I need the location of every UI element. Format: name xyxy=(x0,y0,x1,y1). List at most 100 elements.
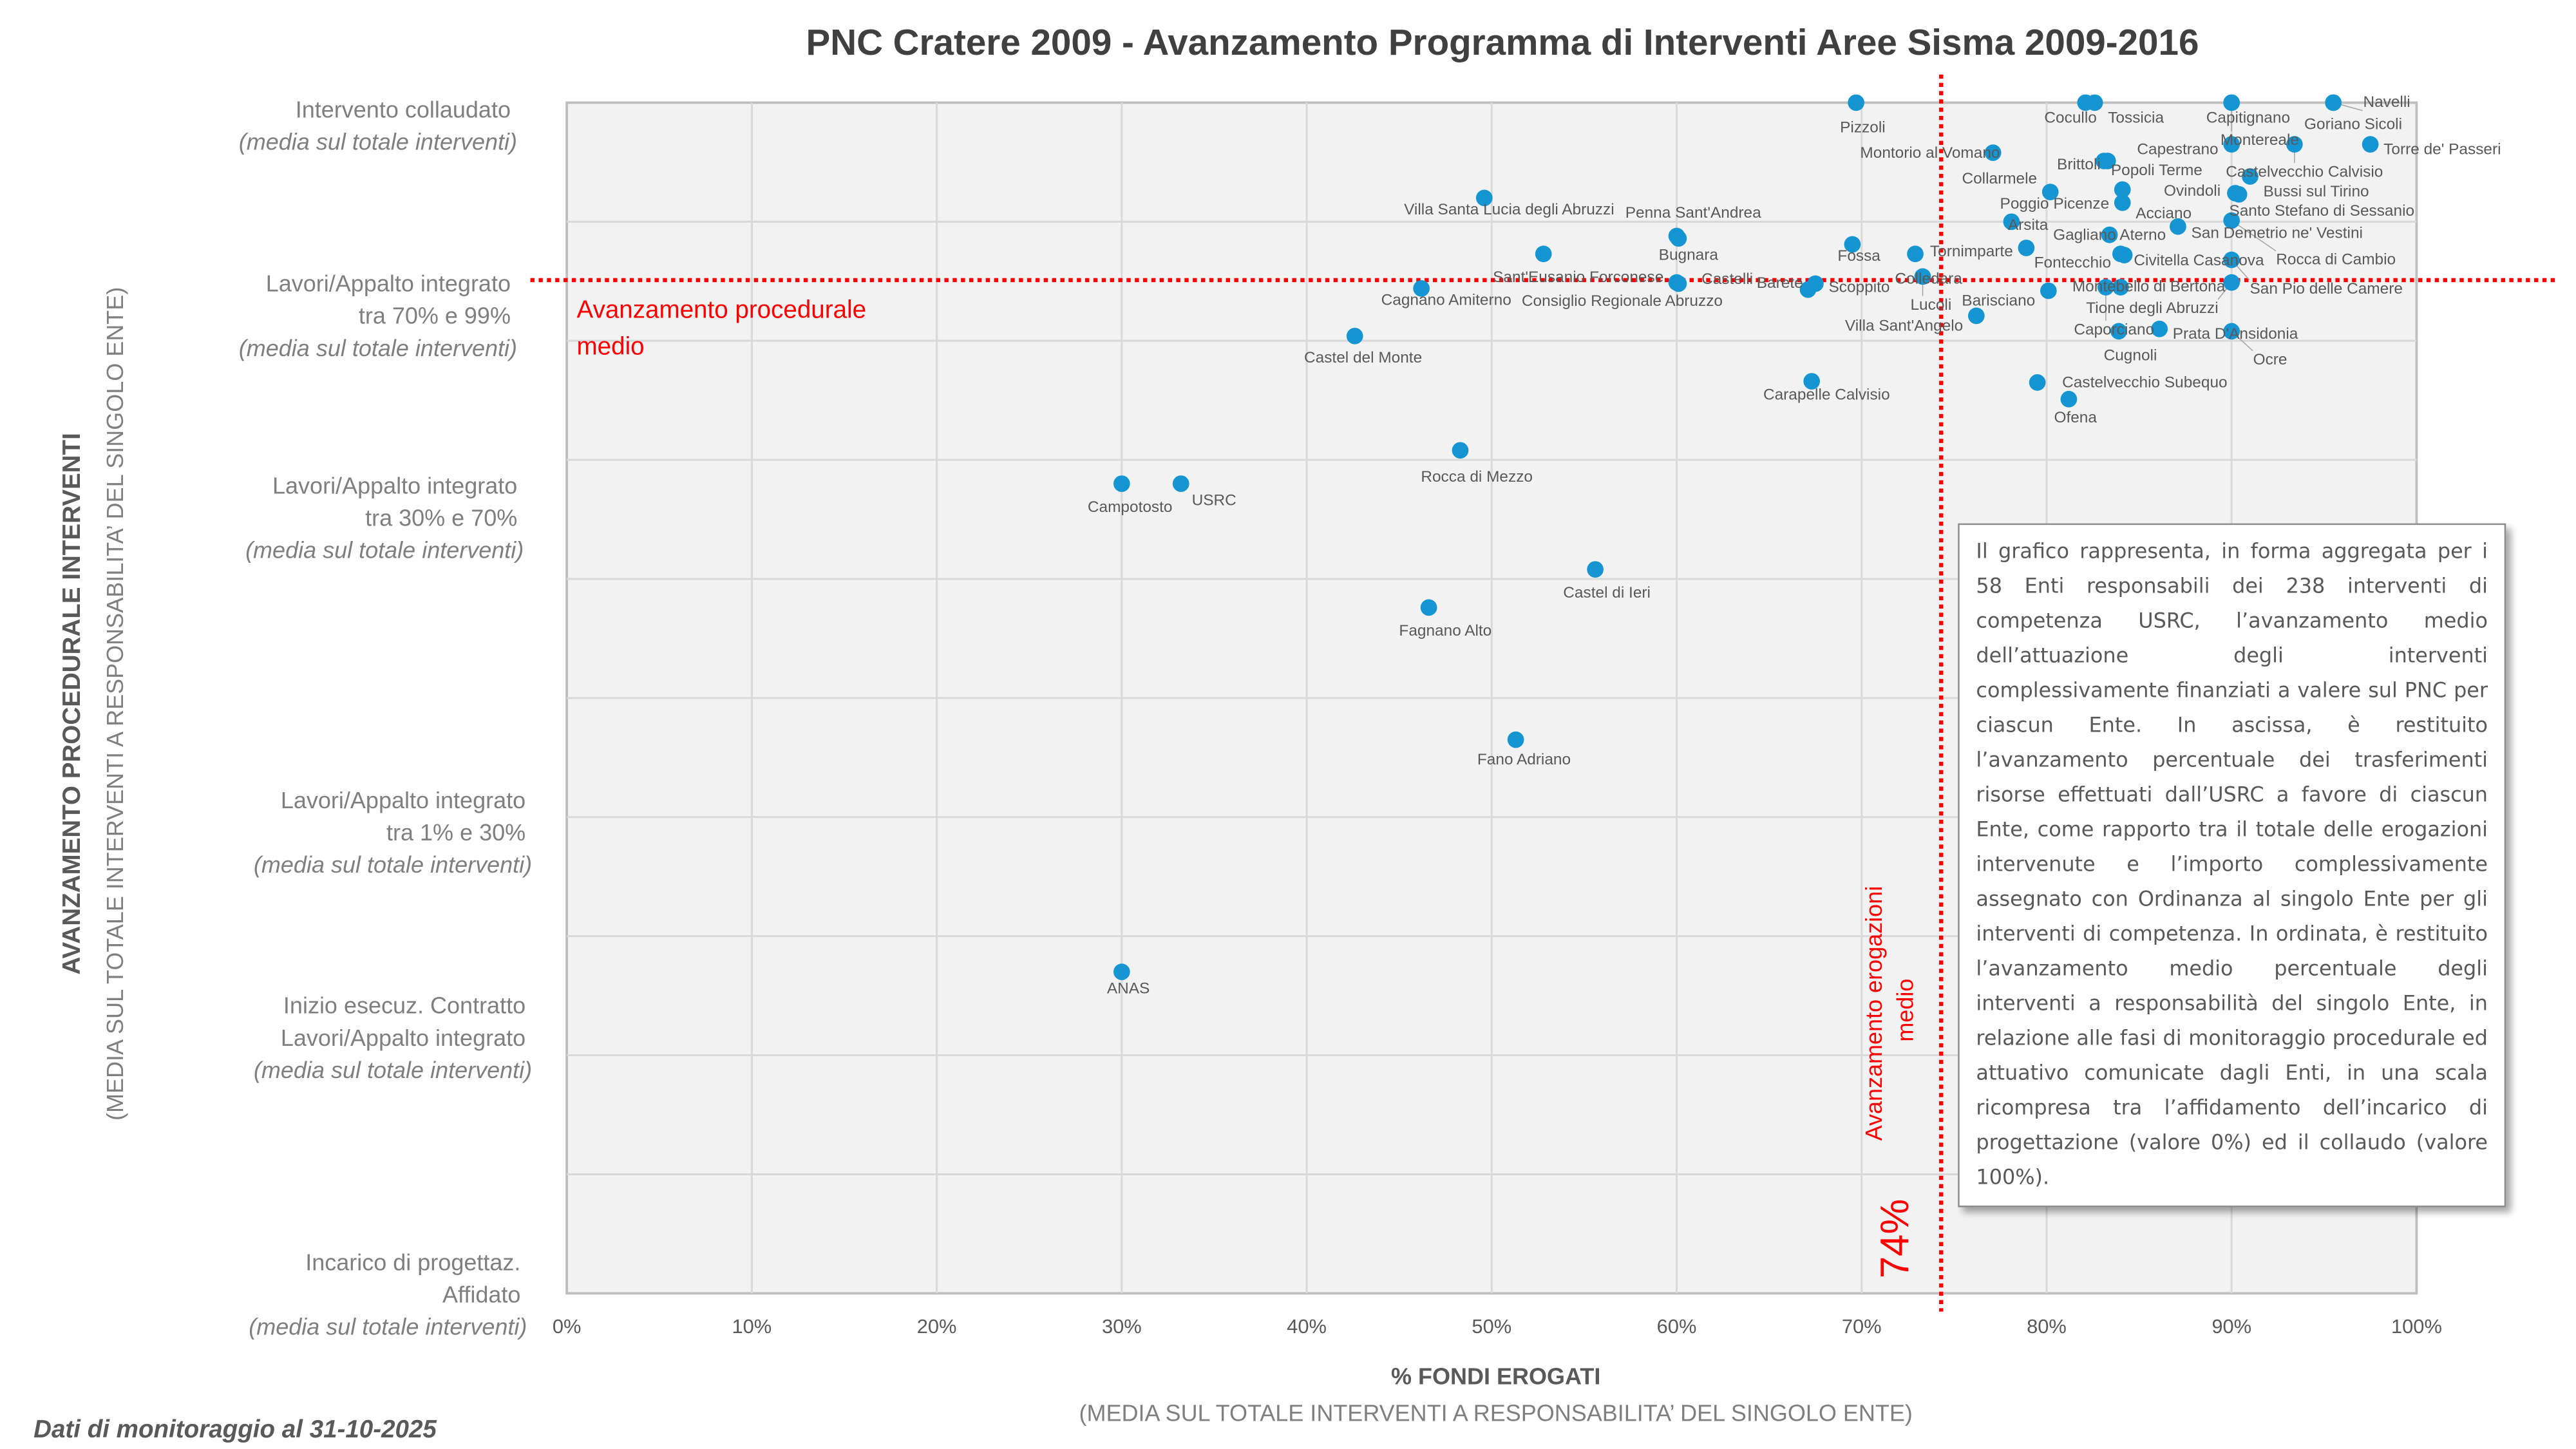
data-label: Consiglio Regionale Abruzzo xyxy=(1522,292,1723,310)
data-label: Villa Santa Lucia degli Abruzzi xyxy=(1404,201,1615,218)
data-point[interactable] xyxy=(2114,181,2131,198)
data-point[interactable] xyxy=(2018,240,2035,256)
data-label: Rocca di Cambio xyxy=(2276,251,2396,269)
y-label-1-30: Lavori/Appalto integrato tra 1% e 30% (m… xyxy=(254,787,532,878)
data-label: Ovindoli xyxy=(2164,182,2221,200)
data-label: Gagliano Aterno xyxy=(2053,226,2166,243)
data-label: Caporciano xyxy=(2074,321,2154,338)
y-label-collaudato: Intervento collaudato (media sul totale … xyxy=(239,97,517,155)
data-label: Ofena xyxy=(2054,409,2097,426)
data-point[interactable] xyxy=(1172,475,1189,492)
data-label: Villa Sant'Angelo xyxy=(1845,317,1963,335)
data-point[interactable] xyxy=(2170,218,2186,235)
data-label: Santo Stefano di Sessanio xyxy=(2229,202,2414,220)
data-point[interactable] xyxy=(2223,94,2240,111)
data-point[interactable] xyxy=(2151,320,2168,337)
data-label: Montereale xyxy=(2221,131,2299,149)
data-point[interactable] xyxy=(2362,136,2379,153)
data-label: Carapelle Calvisio xyxy=(1763,386,1890,403)
data-point[interactable] xyxy=(1844,236,1861,253)
data-point[interactable] xyxy=(1803,373,1821,390)
data-point[interactable] xyxy=(1507,731,1524,748)
data-point[interactable] xyxy=(1984,144,2002,161)
y-label-30-70: Lavori/Appalto integrato tra 30% e 70% (… xyxy=(245,472,524,563)
data-point[interactable] xyxy=(1452,442,1469,459)
data-label: Navelli xyxy=(2363,93,2410,111)
data-point[interactable] xyxy=(1587,561,1604,578)
data-label: Lucoli xyxy=(1910,296,1951,314)
data-point[interactable] xyxy=(2098,279,2114,296)
x-tick-labels: 0% 10% 20% 30% 40% 50% 60% 70% 80% 90% 100% xyxy=(553,1315,2442,1338)
data-point[interactable] xyxy=(2099,153,2116,169)
data-label: Rocca di Mezzo xyxy=(1421,468,1533,486)
data-point[interactable] xyxy=(1113,963,1130,980)
data-label: Popoli Terme xyxy=(2111,162,2202,179)
data-point[interactable] xyxy=(1807,275,1824,292)
y-label-inizio-esecuzione: Inizio esecuz. Contratto Lavori/Appalto … xyxy=(254,992,532,1083)
y-axis-subtitle: (MEDIA SUL TOTALE INTERVENTI A RESPONSAB… xyxy=(102,287,128,1121)
data-label: San Demetrio ne' Vestini xyxy=(2191,225,2363,242)
data-point[interactable] xyxy=(2114,194,2131,211)
data-point[interactable] xyxy=(2223,212,2240,229)
data-label: Campotosto xyxy=(1088,498,1173,516)
data-label: Fano Adriano xyxy=(1477,751,1571,768)
data-point[interactable] xyxy=(1848,94,1864,111)
data-point[interactable] xyxy=(1113,475,1130,492)
gridlines xyxy=(567,102,2417,1294)
data-point[interactable] xyxy=(1967,307,1985,325)
data-label: Acciano xyxy=(2136,205,2192,222)
data-point[interactable] xyxy=(1907,245,1924,263)
avg-disbursement-label: Avanzamento erogazioni medio xyxy=(1861,880,1918,1141)
data-points: Pizzoli Cocullo Tossicia Capitignano Montere… xyxy=(1088,93,2501,998)
data-point[interactable] xyxy=(1420,599,1437,616)
x-axis-subtitle: (MEDIA SUL TOTALE INTERVENTI A RESPONSAB… xyxy=(1079,1399,1913,1426)
point-markers xyxy=(1113,94,2379,980)
data-point[interactable] xyxy=(1670,230,1687,247)
x-tick-label: 40% xyxy=(1287,1315,1327,1338)
data-label: Castelvecchio Calvisio xyxy=(2226,163,2383,180)
data-label: Scoppito xyxy=(1829,278,1890,296)
data-point[interactable] xyxy=(2116,247,2133,263)
data-point[interactable] xyxy=(1346,327,1363,345)
data-point[interactable] xyxy=(1670,275,1687,292)
data-point[interactable] xyxy=(2112,279,2129,296)
data-point[interactable] xyxy=(1535,245,1552,263)
data-point[interactable] xyxy=(2086,94,2103,111)
chart-title: PNC Cratere 2009 - Avanzamento Programma… xyxy=(806,22,2199,62)
data-label: Barisciano xyxy=(1962,292,2035,310)
data-label: Goriano Sicoli xyxy=(2304,116,2402,133)
data-label: Cagnano Amiterno xyxy=(1381,292,1511,309)
data-label: Cugnoli xyxy=(2104,346,2157,364)
y-label-70-99: Lavori/Appalto integrato tra 70% e 99% (… xyxy=(239,270,517,361)
y-axis-title: AVANZAMENTO PROCEDURALE INTERVENTI xyxy=(58,433,86,974)
data-point[interactable] xyxy=(1413,279,1430,297)
data-point[interactable] xyxy=(2003,213,2020,231)
x-tick-label: 90% xyxy=(2211,1315,2251,1338)
data-label: Fossa xyxy=(1837,247,1880,265)
data-point[interactable] xyxy=(2223,274,2240,291)
y-label-incarico: Incarico di progettaz. Affidato (media s… xyxy=(249,1249,527,1340)
x-tick-label: 0% xyxy=(553,1315,582,1338)
data-point[interactable] xyxy=(2101,226,2118,243)
data-label: Colledara xyxy=(1895,270,1962,288)
data-point[interactable] xyxy=(2286,136,2303,153)
data-label: ANAS xyxy=(1107,980,1150,998)
data-point[interactable] xyxy=(2040,282,2057,299)
data-point[interactable] xyxy=(2223,136,2240,153)
data-point[interactable] xyxy=(1914,268,1931,285)
data-point[interactable] xyxy=(2242,168,2259,185)
data-label: Ocre xyxy=(2253,351,2287,368)
data-point[interactable] xyxy=(2060,390,2078,408)
x-tick-label: 100% xyxy=(2391,1315,2442,1338)
data-point[interactable] xyxy=(2230,185,2248,203)
data-point[interactable] xyxy=(2325,94,2342,111)
x-tick-label: 70% xyxy=(1842,1315,1882,1338)
data-point[interactable] xyxy=(1475,189,1493,207)
y-category-labels: Intervento collaudato (media sul totale … xyxy=(239,97,532,1340)
data-point[interactable] xyxy=(2223,251,2240,269)
data-point[interactable] xyxy=(2041,184,2059,200)
data-point[interactable] xyxy=(2110,323,2127,340)
data-point[interactable] xyxy=(2223,323,2240,340)
data-point[interactable] xyxy=(2029,374,2046,391)
